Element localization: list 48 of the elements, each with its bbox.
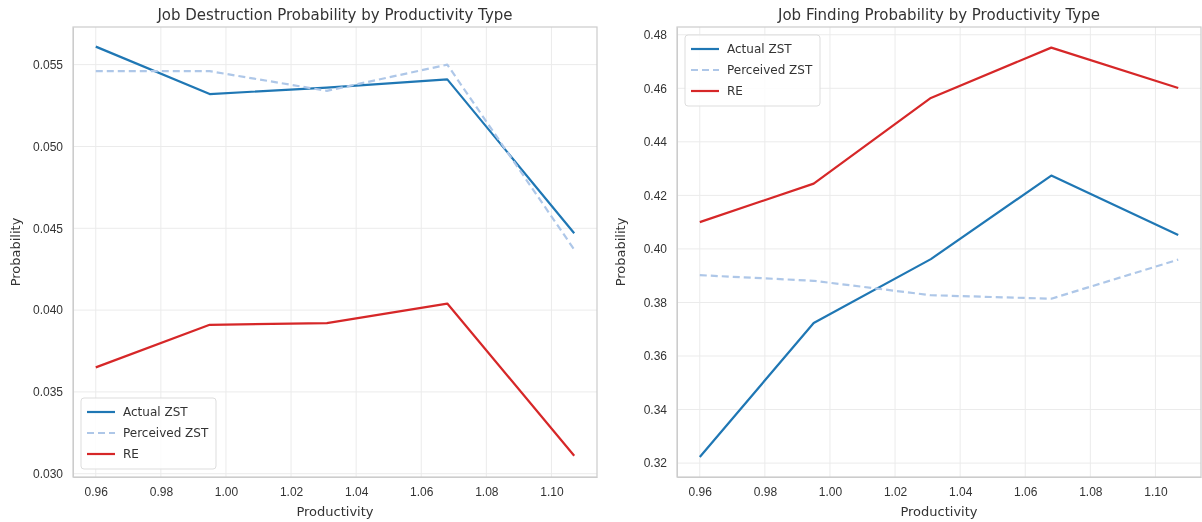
x-tick-label: 1.02	[279, 484, 304, 499]
y-tick-label: 0.32	[643, 456, 668, 471]
y-tick-label: 0.050	[32, 139, 64, 154]
legend-label: Actual ZST	[123, 405, 189, 419]
legend-label: RE	[727, 84, 743, 98]
x-tick-label: 1.08	[1079, 484, 1103, 499]
y-tick-label: 0.36	[643, 349, 668, 364]
y-tick-label: 0.42	[643, 188, 668, 203]
y-tick-label: 0.34	[643, 402, 668, 417]
x-tick-label: 1.10	[540, 484, 564, 499]
x-tick-label: 1.02	[883, 484, 908, 499]
x-tick-label: 1.08	[475, 484, 499, 499]
legend-label: RE	[123, 447, 139, 461]
x-axis-title: Productivity	[296, 504, 374, 519]
x-tick-label: 1.00	[818, 484, 843, 499]
legend-label: Perceived ZST	[727, 63, 813, 77]
y-axis-title: Probability	[613, 217, 628, 287]
y-axis-title: Probability	[8, 217, 23, 287]
x-tick-label: 0.98	[753, 484, 778, 499]
legend-label: Actual ZST	[727, 42, 793, 56]
x-axis-title: Productivity	[900, 504, 978, 519]
x-tick-label: 1.06	[410, 484, 434, 499]
x-tick-label: 0.96	[84, 484, 109, 499]
x-tick-label: 0.96	[688, 484, 713, 499]
y-tick-label: 0.045	[32, 221, 64, 236]
chart-title: Job Destruction Probability by Productivity Type	[156, 6, 513, 24]
line-series	[94, 63, 576, 251]
y-tick-label: 0.48	[643, 28, 668, 43]
chart-title: Job Finding Probability by Productivity Type	[777, 6, 1100, 24]
line-series	[94, 45, 576, 235]
x-tick-label: 0.98	[149, 484, 174, 499]
line-series	[698, 174, 1180, 459]
y-tick-label: 0.44	[643, 135, 668, 150]
x-tick-label: 1.10	[1144, 484, 1168, 499]
x-tick-label: 1.00	[214, 484, 239, 499]
y-tick-label: 0.035	[32, 385, 64, 400]
x-tick-label: 1.04	[344, 484, 369, 499]
line-series	[698, 258, 1180, 300]
x-tick-label: 1.06	[1014, 484, 1038, 499]
y-tick-label: 0.030	[32, 467, 64, 482]
y-tick-label: 0.40	[643, 242, 668, 257]
legend-label: Perceived ZST	[123, 426, 209, 440]
y-tick-label: 0.38	[643, 295, 668, 310]
y-tick-label: 0.46	[643, 81, 668, 96]
line-series	[94, 302, 576, 457]
y-tick-label: 0.040	[32, 303, 64, 318]
x-tick-label: 1.04	[948, 484, 973, 499]
y-tick-label: 0.055	[32, 57, 64, 72]
